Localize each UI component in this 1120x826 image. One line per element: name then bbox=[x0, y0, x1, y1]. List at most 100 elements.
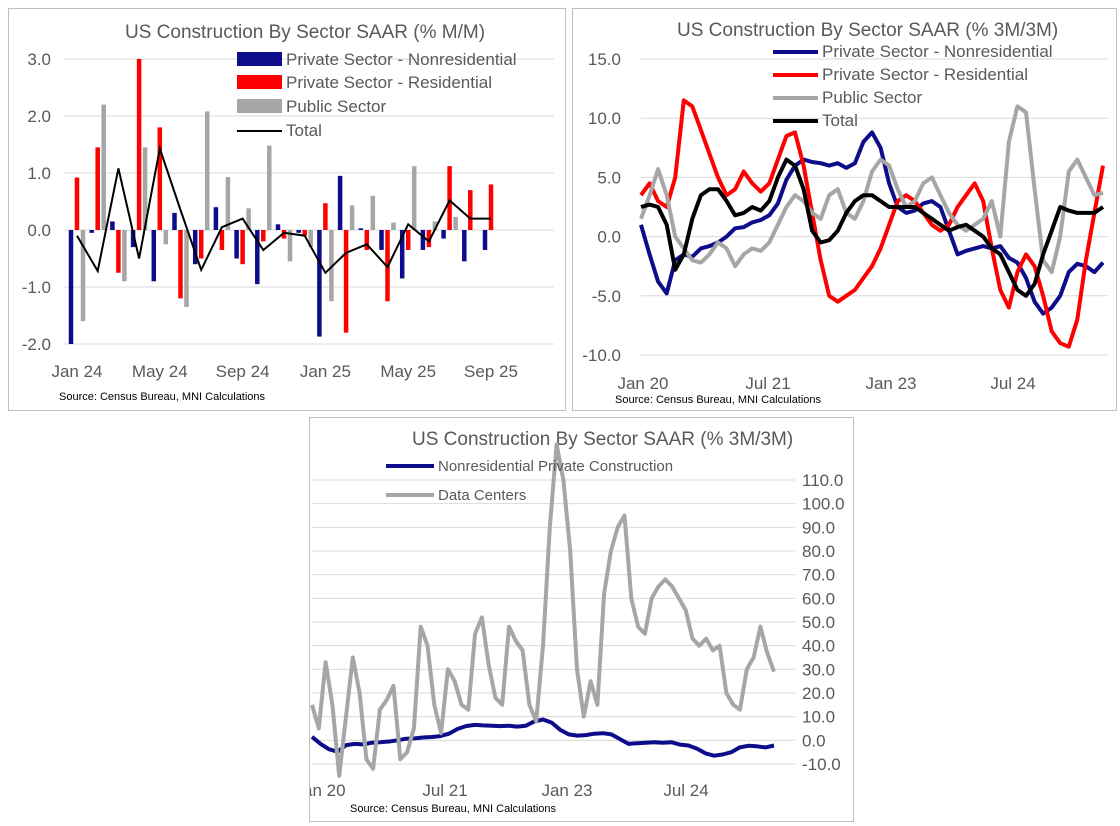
bar-public-sector bbox=[308, 230, 313, 248]
line-private-sector-residential bbox=[639, 98, 1105, 349]
x-tick-label: Sep 25 bbox=[464, 362, 518, 381]
legend-swatch bbox=[237, 52, 282, 66]
x-tick-label: May 25 bbox=[380, 362, 436, 381]
bar-private-sector-residential bbox=[198, 230, 204, 259]
bar-public-sector bbox=[370, 195, 376, 230]
bar-public-sector bbox=[391, 222, 396, 230]
legend-label: Private Sector - Nonresidential bbox=[822, 42, 1053, 61]
bar-private-sector-nonresidential bbox=[130, 230, 136, 248]
bar-public-sector bbox=[453, 216, 458, 230]
bar-private-sector-residential bbox=[364, 230, 370, 250]
bar-private-sector-nonresidential bbox=[255, 230, 260, 285]
legend-label: Private Sector - Residential bbox=[286, 73, 492, 92]
y-tick-label: -5.0 bbox=[592, 287, 621, 306]
bar-public-sector bbox=[287, 230, 293, 262]
bar-private-sector-residential bbox=[488, 184, 494, 230]
x-tick-label: Jan 20 bbox=[617, 374, 668, 393]
bar-public-sector bbox=[432, 221, 438, 230]
legend-label: Private Sector - Nonresidential bbox=[286, 50, 517, 69]
bar-private-sector-nonresidential bbox=[399, 230, 405, 279]
y-tick-label: 80.0 bbox=[802, 542, 835, 561]
line-nonresidential-private-construction bbox=[310, 717, 775, 758]
x-tick-label: May 24 bbox=[132, 362, 188, 381]
x-tick-label: Jan 23 bbox=[865, 374, 916, 393]
x-tick-label: Sep 24 bbox=[216, 362, 270, 381]
bar-private-sector-nonresidential bbox=[151, 230, 157, 282]
y-tick-label: 1.0 bbox=[27, 164, 51, 183]
bar-public-sector bbox=[163, 230, 169, 245]
bar-public-sector bbox=[80, 230, 86, 322]
source-note: Source: Census Bureau, MNI Calculations bbox=[350, 803, 557, 815]
line-total bbox=[640, 157, 1105, 298]
bar-private-sector-nonresidential bbox=[110, 221, 115, 230]
y-tick-label: -1.0 bbox=[22, 278, 51, 297]
x-tick-label: Jan 24 bbox=[51, 362, 102, 381]
legend-item-public-sector: Public Sector bbox=[237, 97, 386, 116]
bar-public-sector bbox=[101, 104, 106, 230]
chart-title: US Construction By Sector SAAR (% M/M) bbox=[125, 22, 485, 43]
x-tick-label: Jan 20 bbox=[310, 781, 346, 800]
bar-private-sector-residential bbox=[116, 230, 121, 273]
bar-private-sector-residential bbox=[261, 230, 266, 242]
legend-item-total: Total bbox=[237, 121, 322, 140]
source-note: Source: Census Bureau, MNI Calculations bbox=[59, 391, 266, 403]
bar-public-sector bbox=[267, 145, 272, 230]
bar-private-sector-residential bbox=[95, 147, 100, 230]
bar-public-sector bbox=[246, 208, 251, 230]
bar-private-sector-residential bbox=[281, 230, 287, 239]
bar-public-sector bbox=[122, 230, 127, 282]
bar-private-sector-residential bbox=[447, 166, 452, 230]
y-tick-label: 2.0 bbox=[27, 107, 51, 126]
bar-public-sector bbox=[411, 166, 417, 230]
chart-panel-mm: US Construction By Sector SAAR (% M/M) 3… bbox=[8, 8, 566, 411]
bar-public-sector bbox=[204, 111, 210, 230]
legend-label: Public Sector bbox=[822, 88, 922, 107]
bar-private-sector-residential bbox=[323, 203, 328, 230]
y-tick-label: 10.0 bbox=[802, 708, 835, 727]
bar-private-sector-nonresidential bbox=[379, 230, 384, 250]
y-tick-label: 50.0 bbox=[802, 613, 835, 632]
y-tick-label: -10.0 bbox=[802, 755, 841, 774]
legend-label: Public Sector bbox=[286, 97, 386, 116]
bar-public-sector bbox=[225, 176, 231, 230]
y-tick-label: 40.0 bbox=[802, 637, 835, 656]
y-tick-label: 100.0 bbox=[802, 495, 845, 514]
line-data-centers bbox=[310, 442, 776, 778]
x-tick-label: Jul 24 bbox=[663, 781, 708, 800]
bar-private-sector-residential bbox=[468, 190, 473, 230]
bar-private-sector-residential bbox=[219, 230, 225, 250]
y-tick-label: 0.0 bbox=[597, 228, 621, 247]
y-tick-label: 90.0 bbox=[802, 518, 835, 537]
bar-private-sector-nonresidential bbox=[441, 230, 446, 239]
x-tick-label: Jan 25 bbox=[300, 362, 351, 381]
line-public-sector bbox=[639, 104, 1104, 275]
legend-swatch bbox=[237, 99, 282, 113]
legend-item-public-sector: Public Sector bbox=[773, 88, 922, 107]
bar-private-sector-residential bbox=[240, 230, 245, 265]
bar-private-sector-nonresidential bbox=[296, 230, 301, 233]
chart-datacenters: US Construction By Sector SAAR (% 3M/3M)… bbox=[310, 429, 845, 815]
chart-panel-datacenters: US Construction By Sector SAAR (% 3M/3M)… bbox=[309, 417, 854, 822]
bar-public-sector bbox=[142, 147, 148, 230]
bar-private-sector-residential bbox=[302, 230, 307, 236]
bar-private-sector-nonresidential bbox=[317, 230, 322, 337]
bar-private-sector-residential bbox=[426, 230, 432, 248]
y-tick-label: -10.0 bbox=[582, 346, 621, 365]
bar-private-sector-nonresidential bbox=[337, 175, 343, 230]
bar-private-sector-nonresidential bbox=[275, 224, 281, 230]
legend-item-private-sector-nonresidential: Private Sector - Nonresidential bbox=[237, 50, 517, 69]
bar-private-sector-nonresidential bbox=[172, 212, 177, 230]
legend-label: Total bbox=[286, 121, 322, 140]
legend-item-nonresidential-private-construction: Nonresidential Private Construction bbox=[386, 458, 673, 475]
bar-private-sector-nonresidential bbox=[89, 230, 94, 233]
y-tick-label: 30.0 bbox=[802, 660, 835, 679]
bar-private-sector-nonresidential bbox=[192, 230, 198, 265]
legend-swatch bbox=[237, 75, 282, 89]
bar-private-sector-nonresidential bbox=[482, 230, 488, 250]
bar-public-sector bbox=[184, 230, 189, 307]
y-tick-label: 3.0 bbox=[27, 50, 51, 69]
legend-item-private-sector-residential: Private Sector - Residential bbox=[773, 65, 1028, 84]
bar-private-sector-nonresidential bbox=[420, 230, 426, 250]
bar-private-sector-nonresidential bbox=[462, 230, 467, 262]
bar-private-sector-nonresidential bbox=[358, 228, 364, 230]
